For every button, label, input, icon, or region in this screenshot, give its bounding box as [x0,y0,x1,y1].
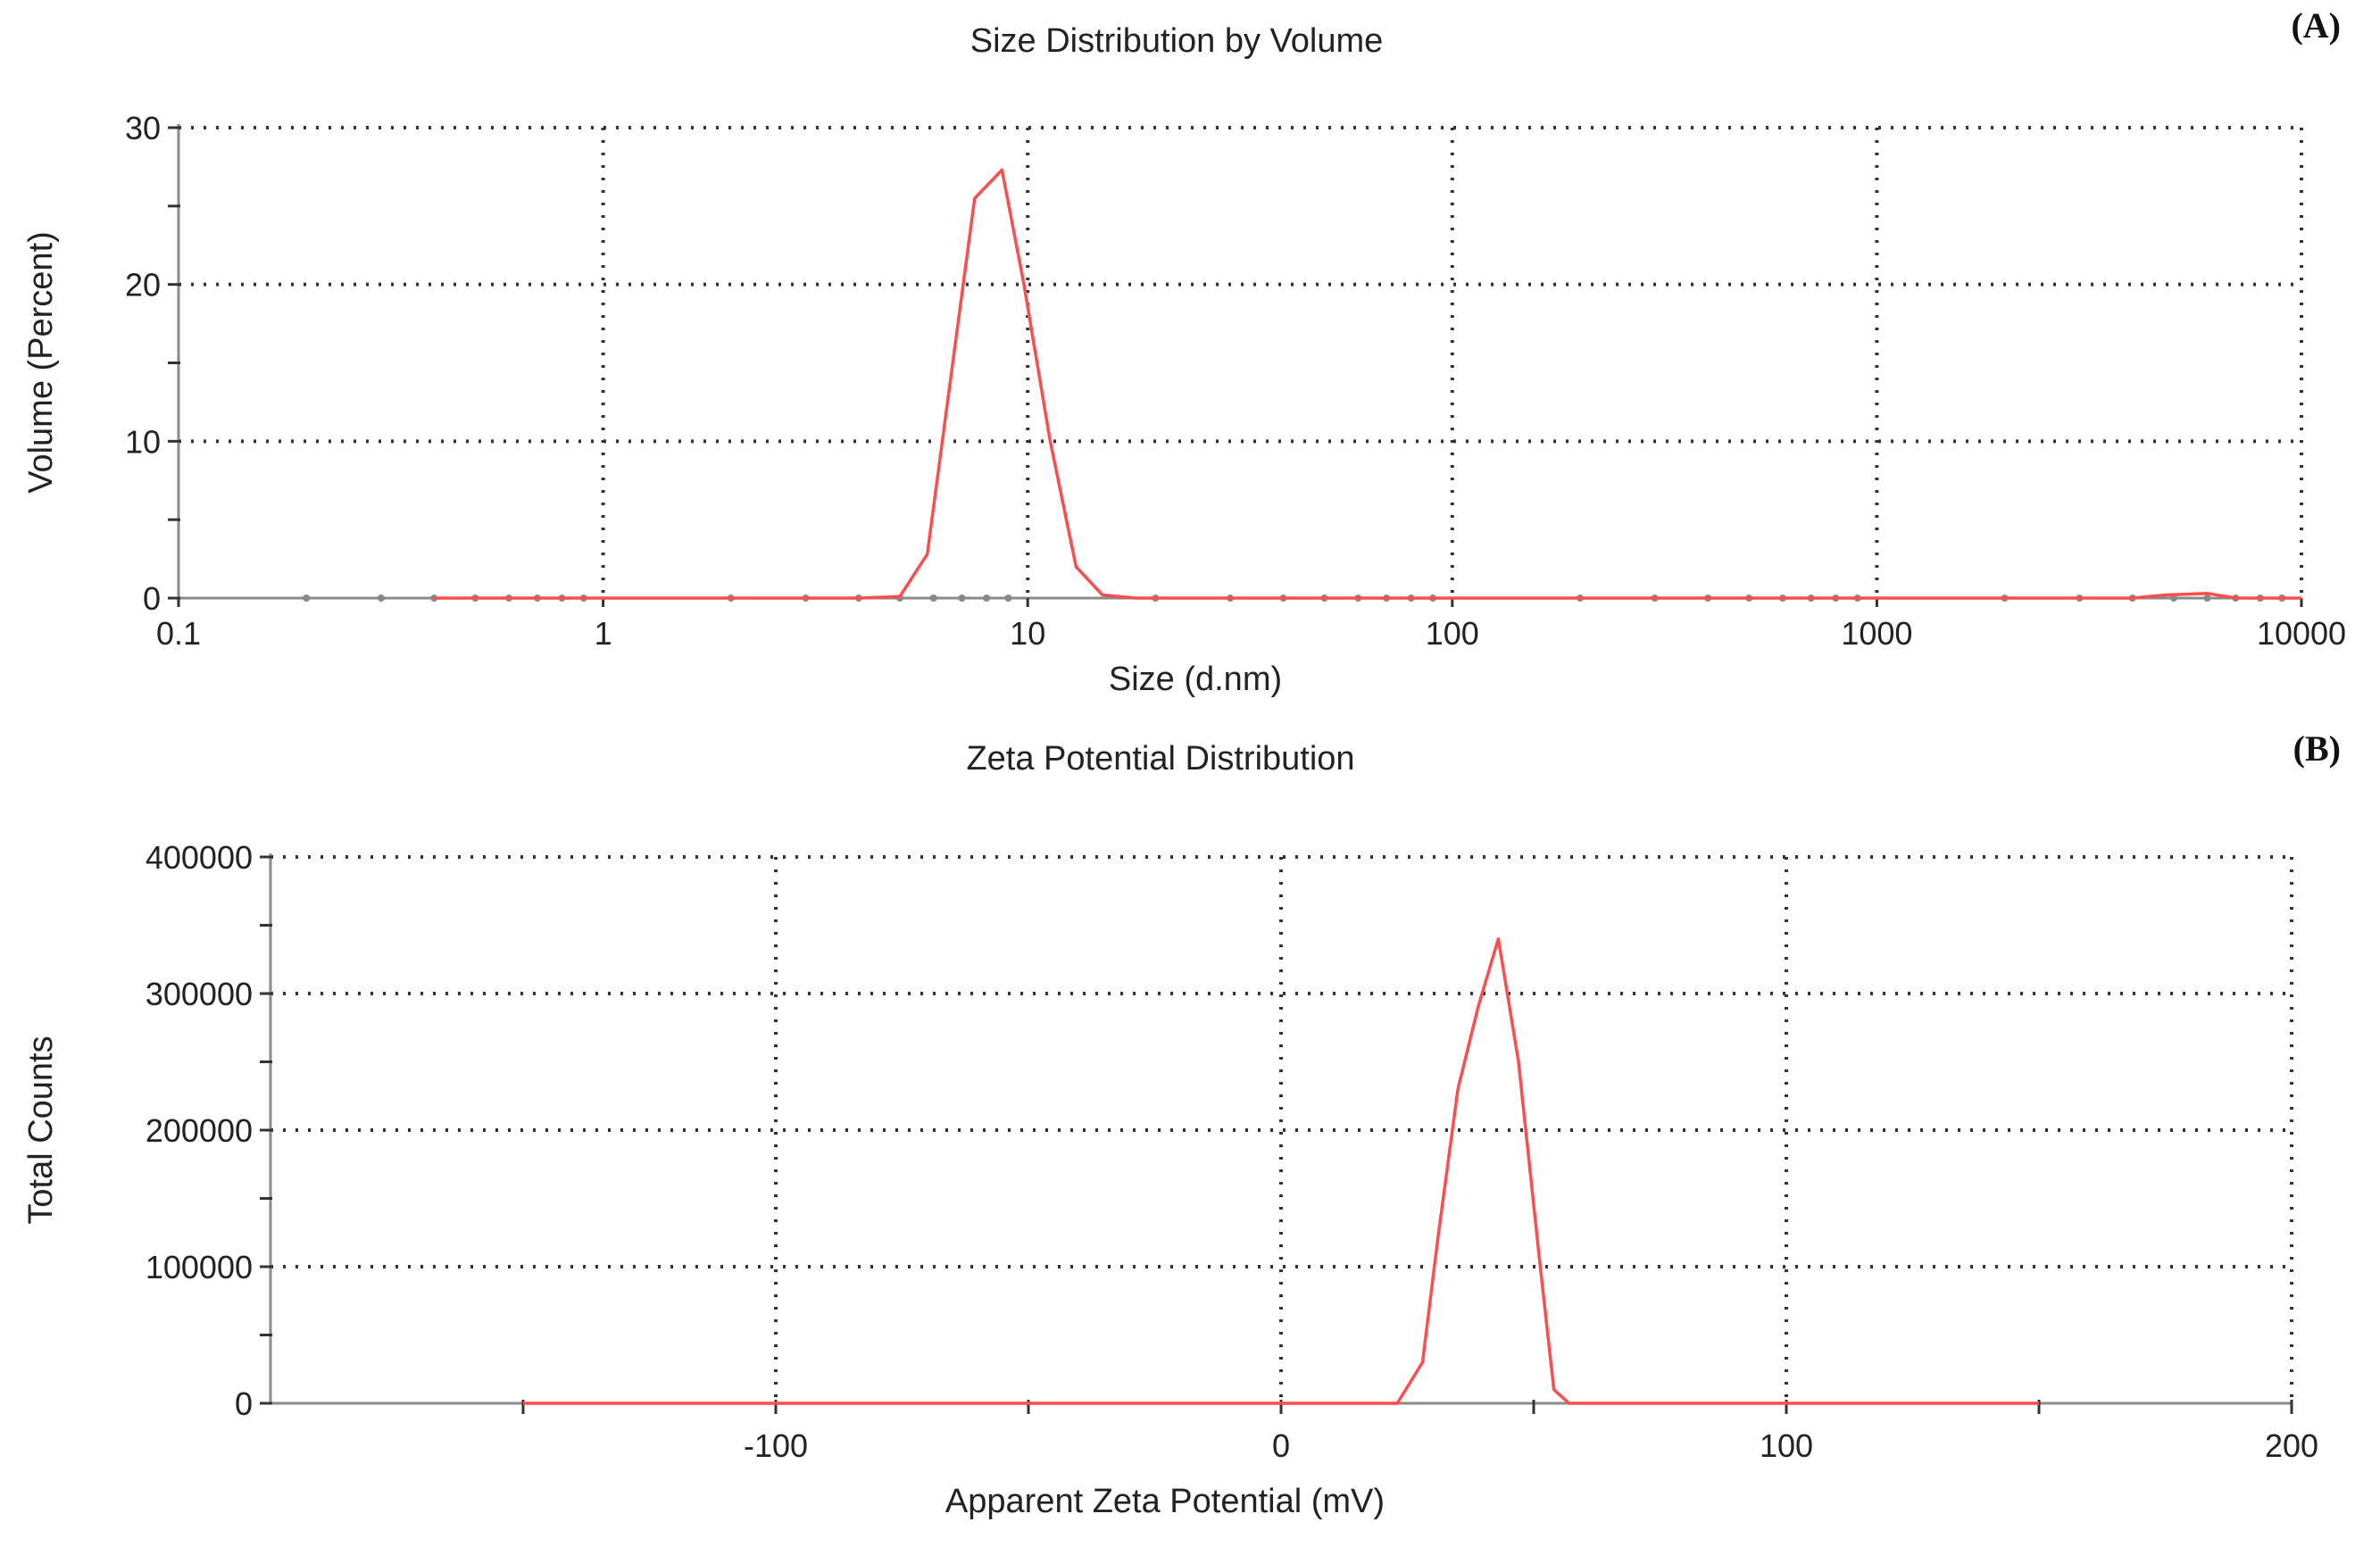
data-point [729,597,732,600]
y-tick-label: 100000 [146,1249,253,1285]
data-point [602,597,604,600]
y-tick-label: 0 [235,1385,253,1422]
y-tick-label: 0 [143,580,161,617]
y-tick-label: 300000 [146,976,253,1012]
data-point [973,197,976,200]
data-point [1876,597,1878,600]
x-tick-label: 200 [2265,1427,2318,1464]
x-minor-tick [983,595,991,602]
x-axis-label: Apparent Zeta Potential (mV) [945,1483,1385,1520]
panel-label: (A) [2291,5,2341,46]
x-tick-label: 10000 [2257,615,2346,652]
data-point [1537,1252,1540,1254]
data-point [2234,597,2237,600]
x-tick-label: -100 [744,1427,808,1464]
data-point [1477,1006,1479,1009]
x-tick-label: 100 [1426,615,1479,652]
chart-panel-a: Size Distribution by Volume (A) 0 10 20 30 0.1… [22,5,2346,698]
x-tick-label: 1 [595,615,612,652]
x-tick-label: 10 [1010,615,1045,652]
y-tick-label: 30 [125,110,161,146]
x-minor-tick [958,595,966,602]
x-minor-tick [929,595,937,602]
data-point [1101,594,1103,596]
data-point [1518,1060,1520,1063]
x-minor-tick [1004,595,1012,602]
data-point [857,597,860,600]
data-point [1280,1402,1283,1405]
data-point [1497,937,1500,940]
y-axis-label: Volume (Percent) [22,231,60,494]
series-line [523,937,2039,1405]
x-minor-tick [377,595,385,602]
x-axis-label: Size (d.nm) [1109,661,1282,698]
series-line [434,168,2301,600]
y-tick-label: 400000 [146,839,253,876]
chart-title: Size Distribution by Volume [970,22,1384,60]
data-point [433,597,436,600]
data-point [1578,597,1581,600]
data-point [1457,1088,1460,1091]
data-point [926,553,928,555]
data-point [1381,1402,1384,1405]
data-point [1001,169,1003,171]
chart-panel-b: Zeta Potential Distribution (B) 0 100000 200… [22,728,2341,1520]
x-minor-tick [2203,595,2211,602]
data-point [804,597,807,600]
chart-title: Zeta Potential Distribution [966,740,1354,778]
x-tick-label: 1000 [1841,615,1912,652]
data-point [522,1402,525,1405]
data-point [2131,597,2134,600]
data-point [1552,1388,1555,1391]
data-point [1396,1402,1399,1405]
data-point [1075,565,1078,568]
data-point [2165,594,2168,596]
data-point [1421,1361,1424,1364]
panel-label: (B) [2293,728,2341,769]
data-point [1323,597,1326,600]
x-tick-label: 0.1 [156,615,201,652]
data-point [1023,283,1026,286]
x-minor-tick [303,595,311,602]
y-tick-label: 10 [125,423,161,460]
x-tick-label: 100 [1760,1427,1813,1464]
data-point [1436,1238,1439,1241]
data-point [2301,597,2303,600]
data-point [2206,592,2209,595]
y-tick-label: 20 [125,267,161,304]
data-point [1568,1402,1570,1405]
y-axis-label: Total Counts [22,1035,60,1224]
y-tick-label: 200000 [146,1112,253,1149]
data-point [1135,597,1137,600]
data-point [899,595,902,598]
data-point [1049,440,1052,443]
data-point [775,1402,778,1405]
x-tick-label: 0 [1272,1427,1290,1464]
data-point [2038,1402,2041,1405]
